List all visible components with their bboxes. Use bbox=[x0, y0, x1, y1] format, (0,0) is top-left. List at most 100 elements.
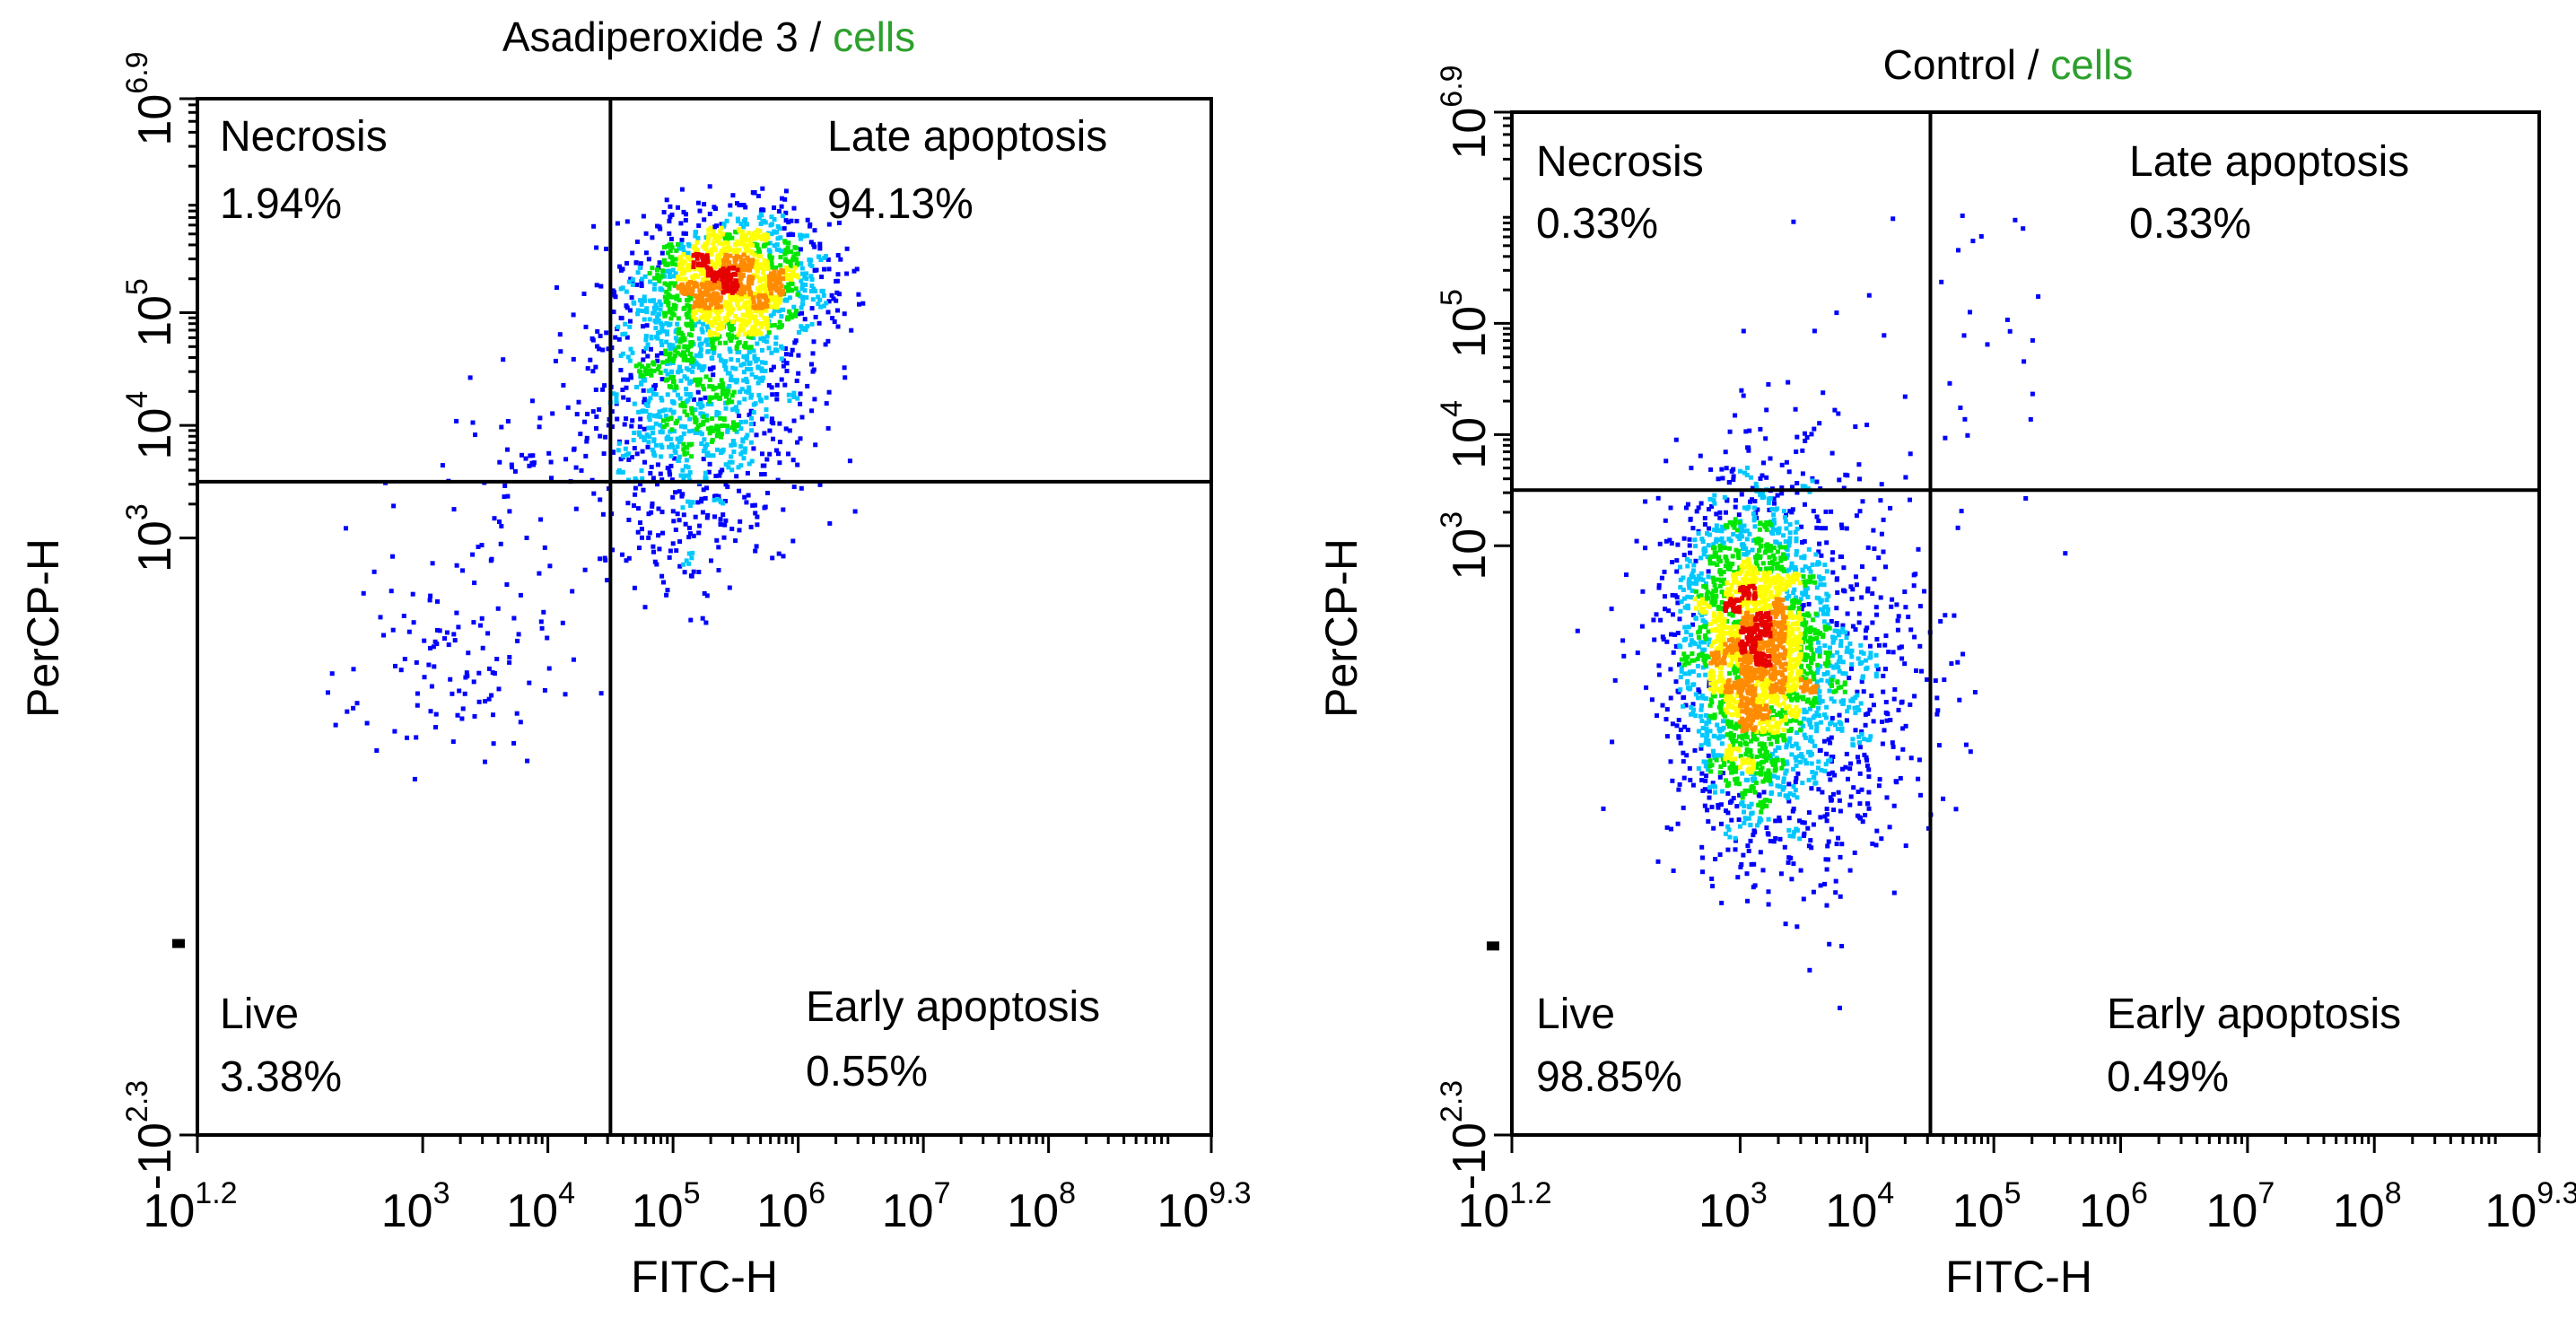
event-dot bbox=[1709, 599, 1715, 605]
event-dot bbox=[1691, 707, 1696, 712]
event-dot bbox=[662, 313, 668, 319]
event-dot bbox=[765, 235, 771, 240]
event-dot bbox=[776, 298, 782, 303]
event-dot bbox=[1794, 622, 1800, 626]
event-dot bbox=[1863, 722, 1868, 728]
quadrant-label-necrosis: Necrosis bbox=[220, 113, 388, 161]
event-dot bbox=[794, 262, 799, 267]
event-dot bbox=[682, 424, 687, 430]
event-dot bbox=[744, 236, 748, 241]
event-dot bbox=[809, 284, 815, 288]
event-dot bbox=[1797, 728, 1803, 733]
event-dot bbox=[1823, 762, 1829, 767]
event-dot bbox=[1865, 545, 1871, 550]
event-dot bbox=[1685, 728, 1690, 732]
event-dot bbox=[638, 482, 642, 487]
event-dot bbox=[1772, 734, 1777, 739]
event-dot bbox=[1829, 677, 1835, 683]
event-dot bbox=[1775, 738, 1780, 744]
event-dot bbox=[642, 294, 647, 300]
event-dot bbox=[1884, 795, 1890, 800]
event-dot bbox=[1707, 795, 1712, 800]
event-dot bbox=[1715, 646, 1720, 651]
event-dot bbox=[1835, 680, 1840, 685]
event-dot bbox=[755, 243, 760, 249]
event-dot bbox=[462, 691, 467, 696]
event-dot bbox=[1855, 693, 1860, 698]
event-dot bbox=[616, 324, 621, 329]
event-dot bbox=[1733, 504, 1738, 510]
event-dot bbox=[1958, 406, 1963, 410]
event-dot bbox=[1764, 825, 1769, 830]
event-dot bbox=[1831, 808, 1837, 813]
event-dot bbox=[656, 506, 661, 511]
event-dot bbox=[700, 510, 705, 515]
event-dot bbox=[681, 244, 685, 249]
event-dot bbox=[728, 277, 733, 283]
event-dot bbox=[1758, 476, 1763, 481]
event-dot bbox=[1767, 576, 1772, 581]
event-dot bbox=[799, 285, 805, 291]
event-dot bbox=[351, 667, 356, 672]
event-dot bbox=[1821, 619, 1827, 624]
event-dot bbox=[1783, 718, 1787, 722]
event-dot bbox=[1783, 587, 1788, 592]
event-dot bbox=[1715, 753, 1720, 758]
event-dot bbox=[1802, 554, 1807, 559]
event-dot bbox=[651, 439, 657, 443]
event-dot bbox=[1805, 594, 1811, 599]
event-dot bbox=[1688, 642, 1693, 648]
event-dot bbox=[665, 331, 670, 336]
event-dot bbox=[1708, 697, 1714, 703]
event-dot bbox=[1744, 564, 1750, 570]
event-dot bbox=[800, 301, 805, 307]
event-dot bbox=[392, 729, 397, 734]
event-dot bbox=[1786, 688, 1792, 694]
event-dot bbox=[680, 287, 685, 292]
event-dot bbox=[626, 279, 632, 284]
event-dot bbox=[1679, 599, 1684, 605]
event-dot bbox=[1658, 617, 1663, 623]
event-dot bbox=[1698, 501, 1704, 506]
event-dot bbox=[751, 348, 756, 354]
event-dot bbox=[591, 491, 597, 496]
event-dot bbox=[1802, 636, 1807, 642]
event-dot bbox=[821, 292, 826, 298]
event-dot bbox=[1792, 587, 1797, 592]
event-dot bbox=[1903, 475, 1908, 480]
event-dot bbox=[659, 351, 664, 356]
event-dot bbox=[1881, 549, 1886, 554]
event-dot bbox=[615, 416, 620, 422]
event-dot bbox=[1777, 526, 1782, 531]
event-dot bbox=[1834, 662, 1839, 668]
event-dot bbox=[1864, 666, 1869, 671]
event-dot bbox=[666, 268, 671, 274]
event-dot bbox=[1912, 694, 1917, 699]
event-dot bbox=[665, 417, 670, 423]
event-dot bbox=[1753, 576, 1759, 581]
event-dot bbox=[1682, 605, 1688, 610]
event-dot bbox=[1779, 765, 1785, 771]
event-dot bbox=[1854, 582, 1859, 588]
event-dot bbox=[684, 387, 689, 391]
event-dot bbox=[1808, 635, 1813, 641]
event-dot bbox=[672, 281, 677, 286]
event-dot bbox=[1810, 478, 1815, 484]
event-dot bbox=[1744, 735, 1750, 740]
event-dot bbox=[1808, 625, 1813, 631]
event-dot bbox=[1704, 773, 1708, 779]
event-dot bbox=[1781, 776, 1786, 781]
event-dot bbox=[784, 361, 790, 366]
event-dot bbox=[670, 444, 675, 450]
event-dot bbox=[826, 389, 832, 395]
event-dot bbox=[1685, 654, 1690, 659]
event-dot bbox=[1827, 688, 1832, 694]
event-dot bbox=[1770, 559, 1776, 564]
event-dot bbox=[1782, 844, 1787, 850]
event-dot bbox=[1734, 804, 1740, 809]
event-dot bbox=[1690, 782, 1696, 788]
event-dot bbox=[620, 332, 625, 337]
event-dot bbox=[1828, 645, 1832, 650]
event-dot bbox=[1709, 700, 1715, 705]
event-dot bbox=[1880, 741, 1885, 746]
